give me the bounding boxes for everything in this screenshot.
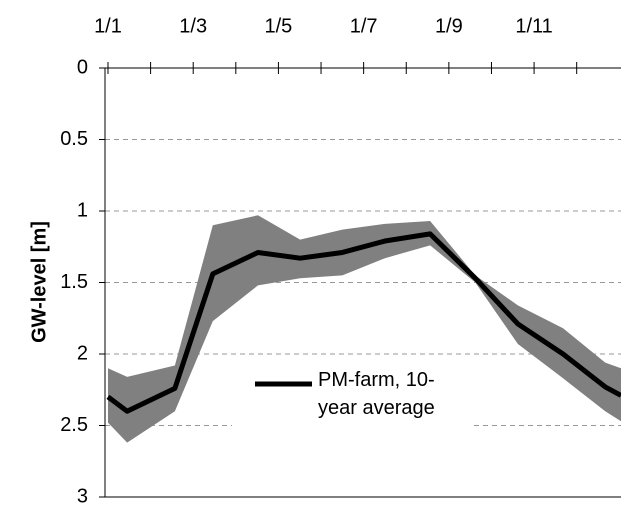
legend-box — [232, 364, 472, 430]
x-tick-label: 1/7 — [350, 15, 378, 37]
y-tick-label: 1 — [77, 199, 88, 221]
x-tick-label: 1/9 — [435, 15, 463, 37]
x-tick-label: 1/3 — [179, 15, 207, 37]
y-tick-label: 3 — [77, 485, 88, 505]
y-tick-label: 1.5 — [60, 271, 88, 293]
line — [106, 231, 621, 414]
legend-label: PM-farm, 10-year average — [318, 369, 435, 419]
band — [107, 215, 621, 443]
y-tick-label: 0 — [77, 56, 88, 78]
y-tick-label: 2 — [77, 342, 88, 364]
x-tick-label: 1/1 — [94, 15, 122, 37]
x-tick-label: 1/5 — [265, 15, 293, 37]
x-tick-label: 1/11 — [515, 15, 552, 37]
y-axis-label: GW-level [m] — [28, 221, 50, 343]
y-tick-label: 2.5 — [60, 414, 88, 436]
y-tick-label: 0.5 — [60, 128, 88, 150]
